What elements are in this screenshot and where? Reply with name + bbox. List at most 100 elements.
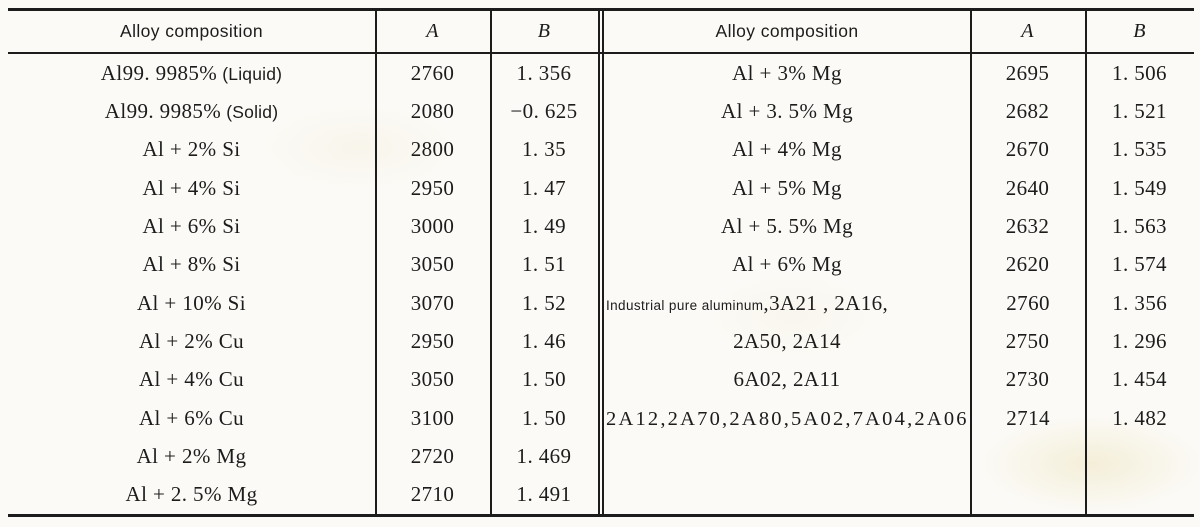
table-row: Al + 10% Si 3070 1. 52 <box>8 284 598 322</box>
alloy-cell: Al + 4% Cu <box>8 361 375 399</box>
a-value: 3000 <box>410 213 455 238</box>
a-value-cell: 2710 <box>375 476 490 514</box>
a-value: 2950 <box>410 175 455 200</box>
b-value-cell: 1. 49 <box>490 207 598 245</box>
table-row: Al + 4% Si 2950 1. 47 <box>8 169 598 207</box>
b-value-cell: 1. 296 <box>1085 322 1194 360</box>
a-value: 2080 <box>410 98 455 123</box>
alloy-name: Al + 3% Mg <box>732 60 842 85</box>
b-value-cell <box>1085 476 1194 514</box>
column-header-b: B <box>537 20 551 42</box>
a-value: 2710 <box>410 482 455 507</box>
alloy-name: Al + 4% Mg <box>732 137 842 162</box>
a-value: 2760 <box>1006 290 1050 315</box>
alloy-cell: Al + 6% Mg <box>604 246 970 284</box>
a-value: 3070 <box>410 290 455 315</box>
alloy-cell <box>604 437 970 475</box>
alloy-composition-text: Al + 10% Si <box>137 291 246 316</box>
b-value-cell: 1. 574 <box>1085 246 1194 284</box>
b-value: 1. 296 <box>1112 328 1167 353</box>
table-row: Al + 3. 5% Mg 2682 1. 521 <box>604 92 1194 130</box>
alloy-cell: Al99. 9985% (Liquid) <box>8 54 375 92</box>
translated-prefix-text: Industrial pure aluminum <box>606 297 764 313</box>
column-header-label: Alloy composition <box>715 21 859 41</box>
a-value: 2950 <box>410 328 455 353</box>
b-value: 1. 46 <box>522 328 566 353</box>
a-value-cell: 2714 <box>971 399 1086 437</box>
b-value-cell: 1. 563 <box>1085 207 1194 245</box>
a-value: 2695 <box>1005 60 1050 85</box>
left-table-body: Al99. 9985% (Liquid) 2760 1. 356 Al99. 9… <box>8 54 598 514</box>
left-a-b-divider <box>490 8 492 517</box>
b-value: 1. 52 <box>522 290 566 315</box>
alloy-name: Al + 3. 5% Mg <box>721 98 853 123</box>
b-value-cell: 1. 521 <box>1085 92 1194 130</box>
a-value: 2760 <box>410 60 455 85</box>
state-note: (Liquid) <box>217 63 283 84</box>
b-value-cell: 1. 52 <box>490 284 598 322</box>
a-value: 2800 <box>410 137 455 162</box>
alloy-name: 2A50, 2A14 <box>733 328 841 353</box>
alloy-name: Al + 8% Si <box>142 252 241 277</box>
b-value-cell: 1. 454 <box>1085 361 1194 399</box>
left-alloy-a-divider <box>375 8 377 517</box>
table-row: Al + 3% Mg 2695 1. 506 <box>604 54 1194 92</box>
alloy-cell: Al + 10% Si <box>8 284 375 322</box>
a-value-cell: 2670 <box>970 131 1085 169</box>
a-value: 2620 <box>1005 252 1050 277</box>
alloy-cell: Al + 6% Si <box>8 207 375 245</box>
alloy-name: Al + 2. 5% Mg <box>125 482 258 507</box>
b-value: 1. 50 <box>522 367 566 392</box>
right-table-body: Al + 3% Mg 2695 1. 506 Al + 3. 5% Mg 268… <box>604 54 1194 514</box>
alloy-name: 2A12,2A70,2A80,5A02,7A04,2A06 <box>606 407 969 430</box>
alloy-composition-text: 2A12,2A70,2A80,5A02,7A04,2A06 <box>606 406 969 431</box>
alloy-composition-text: 6A02, 2A11 <box>733 367 840 392</box>
a-value: 2720 <box>410 443 455 468</box>
table-row: Al + 4% Mg 2670 1. 535 <box>604 131 1194 169</box>
a-value: 2682 <box>1005 98 1050 123</box>
table-row: 2A50, 2A14 2750 1. 296 <box>604 322 1194 360</box>
b-value: 1. 469 <box>516 443 572 468</box>
b-value: 1. 491 <box>516 482 572 507</box>
table-row: Al + 5. 5% Mg 2632 1. 563 <box>604 207 1194 245</box>
table-row: 6A02, 2A11 2730 1. 454 <box>604 361 1194 399</box>
table-row: Al99. 9985% (Solid) 2080 −0. 625 <box>8 92 598 130</box>
alloy-name: Al99. 9985% <box>104 98 222 123</box>
a-value-cell: 2730 <box>970 361 1085 399</box>
b-value-cell: 1. 46 <box>490 322 598 360</box>
alloy-cell: Al + 2% Si <box>8 131 375 169</box>
b-value-cell: 1. 47 <box>490 169 598 207</box>
alloy-cell: Al + 2. 5% Mg <box>8 476 375 514</box>
table-row: Al + 6% Cu 3100 1. 50 <box>8 399 598 437</box>
alloy-cell: Al + 5. 5% Mg <box>604 207 970 245</box>
table-row: Al + 2% Cu 2950 1. 46 <box>8 322 598 360</box>
center-double-rule-inner <box>602 8 604 517</box>
a-value-cell: 2682 <box>970 92 1085 130</box>
a-value-cell: 3050 <box>375 246 490 284</box>
alloy-composition-text: Al + 3. 5% Mg <box>721 99 853 124</box>
left-header-a: A <box>375 11 490 52</box>
alloy-name: Al + 2% Cu <box>138 328 245 353</box>
b-value: 1. 50 <box>522 405 566 430</box>
header-separator-line <box>8 52 1194 54</box>
a-value-cell: 2640 <box>970 169 1085 207</box>
alloy-name: ,3A21 , 2A16, <box>763 290 889 315</box>
alloy-cell: Al + 5% Mg <box>604 169 970 207</box>
b-value: 1. 49 <box>522 213 566 238</box>
a-value-cell: 2750 <box>970 322 1085 360</box>
alloy-cell: Industrial pure aluminum,3A21 , 2A16, <box>604 284 971 322</box>
column-header-b: B <box>1133 20 1146 42</box>
b-value-cell: 1. 482 <box>1085 399 1194 437</box>
alloy-cell: Al + 4% Mg <box>604 131 970 169</box>
table-row: Al + 8% Si 3050 1. 51 <box>8 246 598 284</box>
a-value: 3050 <box>410 367 455 392</box>
b-value-cell: −0. 625 <box>490 92 598 130</box>
table-row <box>604 476 1194 514</box>
b-value: 1. 549 <box>1112 175 1167 200</box>
b-value-cell: 1. 356 <box>490 54 598 92</box>
alloy-cell <box>604 476 970 514</box>
column-header-a: A <box>1021 20 1034 42</box>
alloy-composition-text: Al99. 9985% (Liquid) <box>101 61 282 86</box>
a-value-cell: 2720 <box>375 437 490 475</box>
b-value: −0. 625 <box>510 98 578 123</box>
